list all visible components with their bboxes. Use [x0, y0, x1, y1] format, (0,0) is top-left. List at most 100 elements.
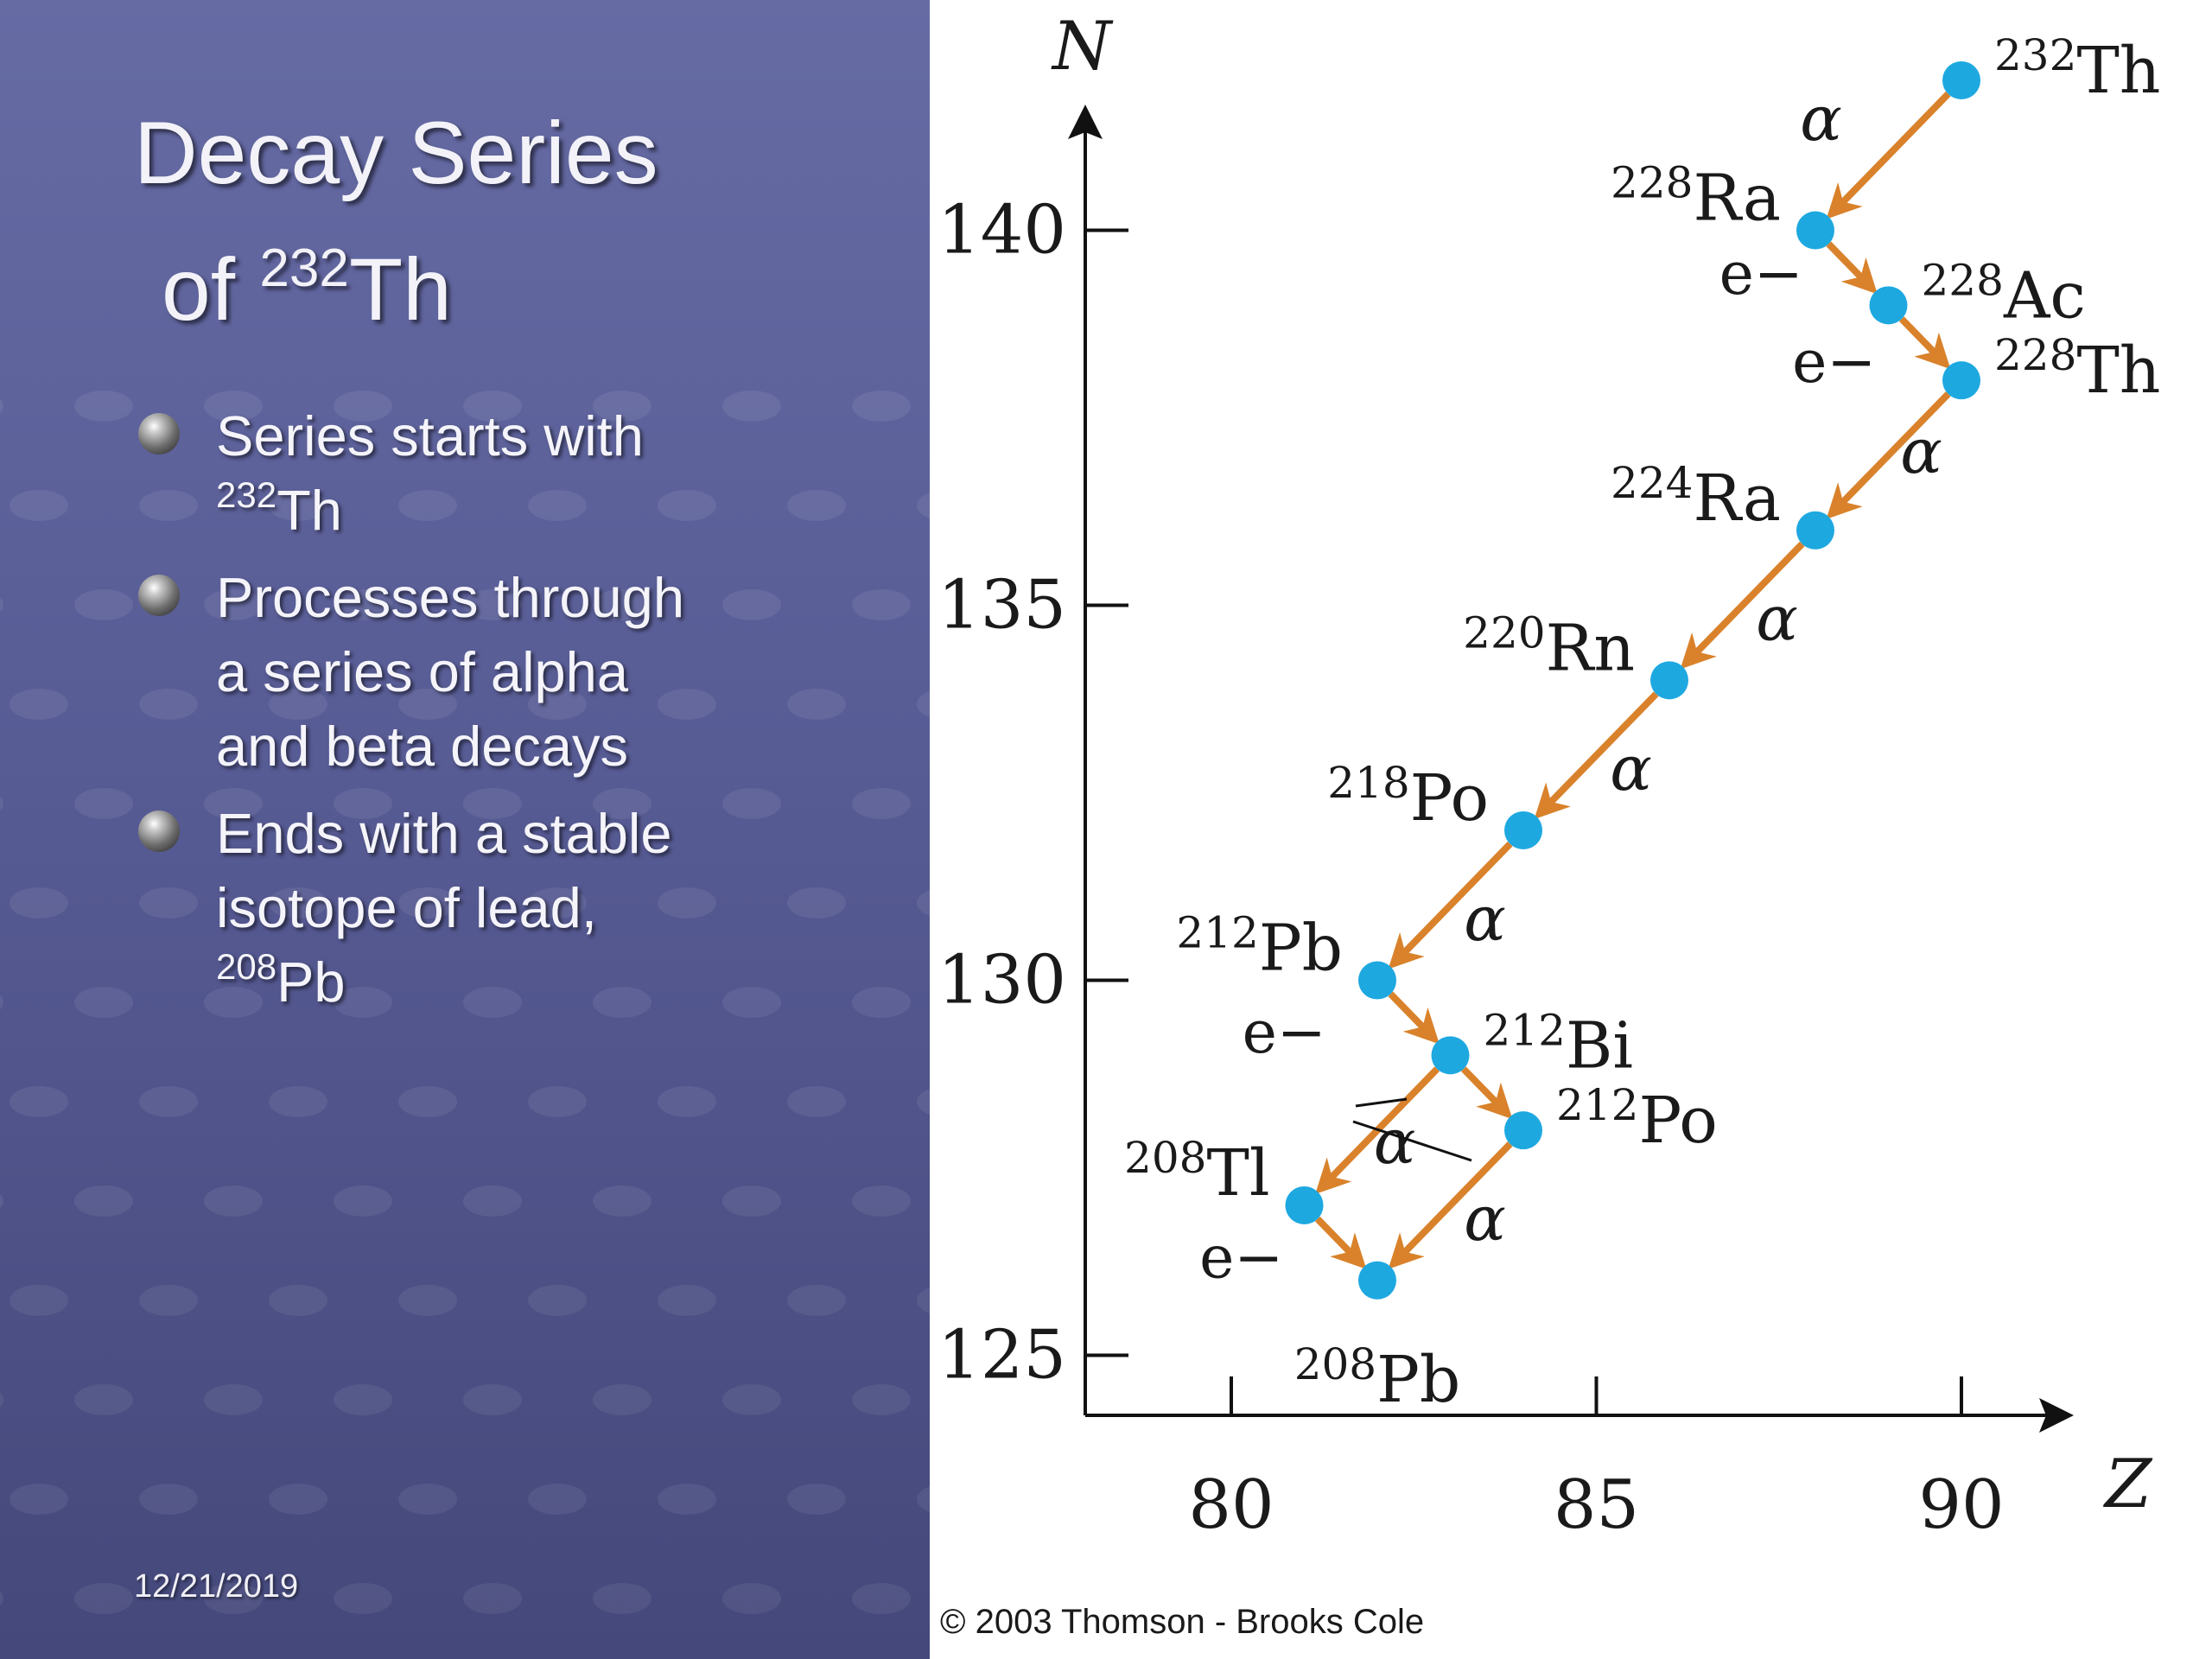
- pattern-dot: [269, 689, 327, 720]
- pattern-dot: [139, 689, 198, 720]
- pattern-dot: [658, 490, 716, 521]
- nuclide-symbol: Ra: [1693, 461, 1781, 536]
- alpha-decay-label: α: [1800, 82, 1842, 155]
- title-mass-number: 232: [259, 238, 349, 298]
- nuclide-label-ra224: 224Ra: [1611, 458, 1781, 536]
- pattern-dot: [658, 887, 716, 918]
- pattern-dot: [398, 1285, 457, 1316]
- nuclide-mass-number: 208: [1294, 1339, 1376, 1389]
- bullet-element-symbol: Pb: [276, 950, 346, 1014]
- title-of-word: of: [162, 240, 260, 339]
- alpha-decay-label: α: [1464, 882, 1506, 955]
- nuclide-node-rn220: [1650, 661, 1688, 700]
- pattern-dot: [0, 1591, 3, 1606]
- pattern-dot: [917, 691, 930, 717]
- pattern-dot: [10, 887, 68, 918]
- nuclide-symbol: Tl: [1206, 1136, 1269, 1211]
- pattern-dot: [658, 1285, 716, 1316]
- alpha-decay-arrow: [1680, 541, 1805, 670]
- pattern-dot: [463, 1185, 522, 1217]
- nuclide-label-ac228: 228Ac: [1922, 255, 2086, 333]
- pattern-dot: [787, 689, 846, 720]
- pattern-dot: [334, 391, 392, 422]
- pattern-dot: [593, 987, 652, 1018]
- pattern-dot: [334, 987, 392, 1018]
- nuclide-label-bi212: 212Bi: [1484, 1005, 1633, 1083]
- nuclide-node-po216: [1504, 810, 1542, 849]
- pattern-dot: [463, 1583, 522, 1614]
- pattern-dot: [269, 490, 327, 521]
- pattern-dot: [269, 1086, 327, 1117]
- title-element-symbol: Th: [348, 240, 452, 339]
- pattern-dot: [269, 1285, 327, 1316]
- slide-title: Decay Series of 232Th: [134, 93, 894, 349]
- pattern-dot: [139, 1285, 198, 1316]
- pattern-dot: [722, 1185, 781, 1217]
- x-tick-label: 90: [1918, 1466, 2004, 1544]
- bullet-series-starts: Series starts with 232Th: [216, 399, 838, 555]
- nuclide-symbol: Rn: [1546, 611, 1635, 685]
- pattern-dot: [139, 1086, 198, 1117]
- nuclide-mass-number: 228: [1922, 255, 2004, 305]
- alpha-decay-label: α: [1756, 582, 1798, 655]
- y-axis-label: N: [1051, 8, 1114, 86]
- nuclide-label-pb212: 212Pb: [1176, 908, 1343, 986]
- bullet-text-line: Processes through: [216, 566, 684, 629]
- bullet-text-line: isotope of lead,: [216, 876, 597, 939]
- nuclide-node-po212: [1504, 1111, 1542, 1150]
- beta-decay-arrow: [1898, 316, 1951, 370]
- y-tick-label: 140: [938, 192, 1066, 270]
- pattern-dot: [10, 1285, 68, 1316]
- bullet-icon: [138, 413, 180, 454]
- beta-decay-label: e−: [1719, 240, 1803, 308]
- bullet-isotope: 208Pb: [216, 945, 838, 1027]
- beta-decay-arrow: [1826, 241, 1878, 295]
- pattern-dot: [139, 1484, 198, 1515]
- nuclide-node-ac228: [1869, 286, 1908, 325]
- pattern-dot: [528, 1285, 587, 1316]
- pattern-dot: [398, 1484, 457, 1515]
- background-pattern: [0, 391, 930, 1614]
- pattern-dot: [74, 788, 133, 819]
- pattern-dot: [787, 1086, 846, 1117]
- pattern-dot: [722, 987, 781, 1018]
- beta-decay-label: e−: [1792, 328, 1876, 397]
- nuclide-node-bi212: [1431, 1036, 1470, 1075]
- nuclide-symbol: Pb: [1376, 1343, 1460, 1417]
- slide-text-panel: Decay Series of 232Th Series starts with…: [0, 0, 930, 1659]
- label-pointer-line: [1355, 1097, 1408, 1108]
- pattern-dot: [334, 589, 392, 620]
- bullet-element-symbol: Th: [276, 479, 342, 542]
- bullet-text-line: a series of alpha: [216, 640, 628, 703]
- pattern-dot: [722, 788, 781, 819]
- nuclide-symbol: Ra: [1693, 162, 1781, 236]
- pattern-dot: [917, 1486, 930, 1512]
- pattern-dot: [74, 1384, 133, 1415]
- alpha-decay-label: α: [1464, 1182, 1506, 1255]
- pattern-dot: [852, 1384, 911, 1415]
- pattern-dot: [0, 398, 3, 414]
- pattern-dot: [852, 987, 911, 1018]
- nuclide-label-ra228: 228Ra: [1611, 158, 1781, 236]
- nuclide-label-tl208: 208Tl: [1124, 1133, 1269, 1211]
- alpha-decay-label: α: [1610, 732, 1652, 804]
- pattern-dot: [334, 1583, 392, 1614]
- pattern-dot: [658, 689, 716, 720]
- pattern-dot: [139, 490, 198, 521]
- nuclide-symbol: Th: [2076, 34, 2160, 108]
- pattern-dot: [593, 391, 652, 422]
- nuclide-mass-number: 218: [1327, 758, 1409, 808]
- pattern-dot: [10, 1086, 68, 1117]
- bullet-ends-with: Ends with a stable isotope of lead, 208P…: [216, 797, 838, 1027]
- pattern-dot: [852, 1583, 911, 1614]
- pattern-dot: [204, 1583, 263, 1614]
- nuclide-label-pb208: 208Pb: [1294, 1339, 1461, 1417]
- bullet-isotope: 232Th: [216, 474, 838, 555]
- title-line-1: Decay Series: [134, 104, 658, 202]
- nuclide-node-th228: [1942, 361, 1980, 400]
- alpha-decay-label: α: [1374, 1105, 1416, 1178]
- x-tick-label: 85: [1554, 1466, 1639, 1544]
- pattern-dot: [463, 589, 522, 620]
- pattern-dot: [787, 490, 846, 521]
- y-tick-label: 135: [938, 567, 1066, 645]
